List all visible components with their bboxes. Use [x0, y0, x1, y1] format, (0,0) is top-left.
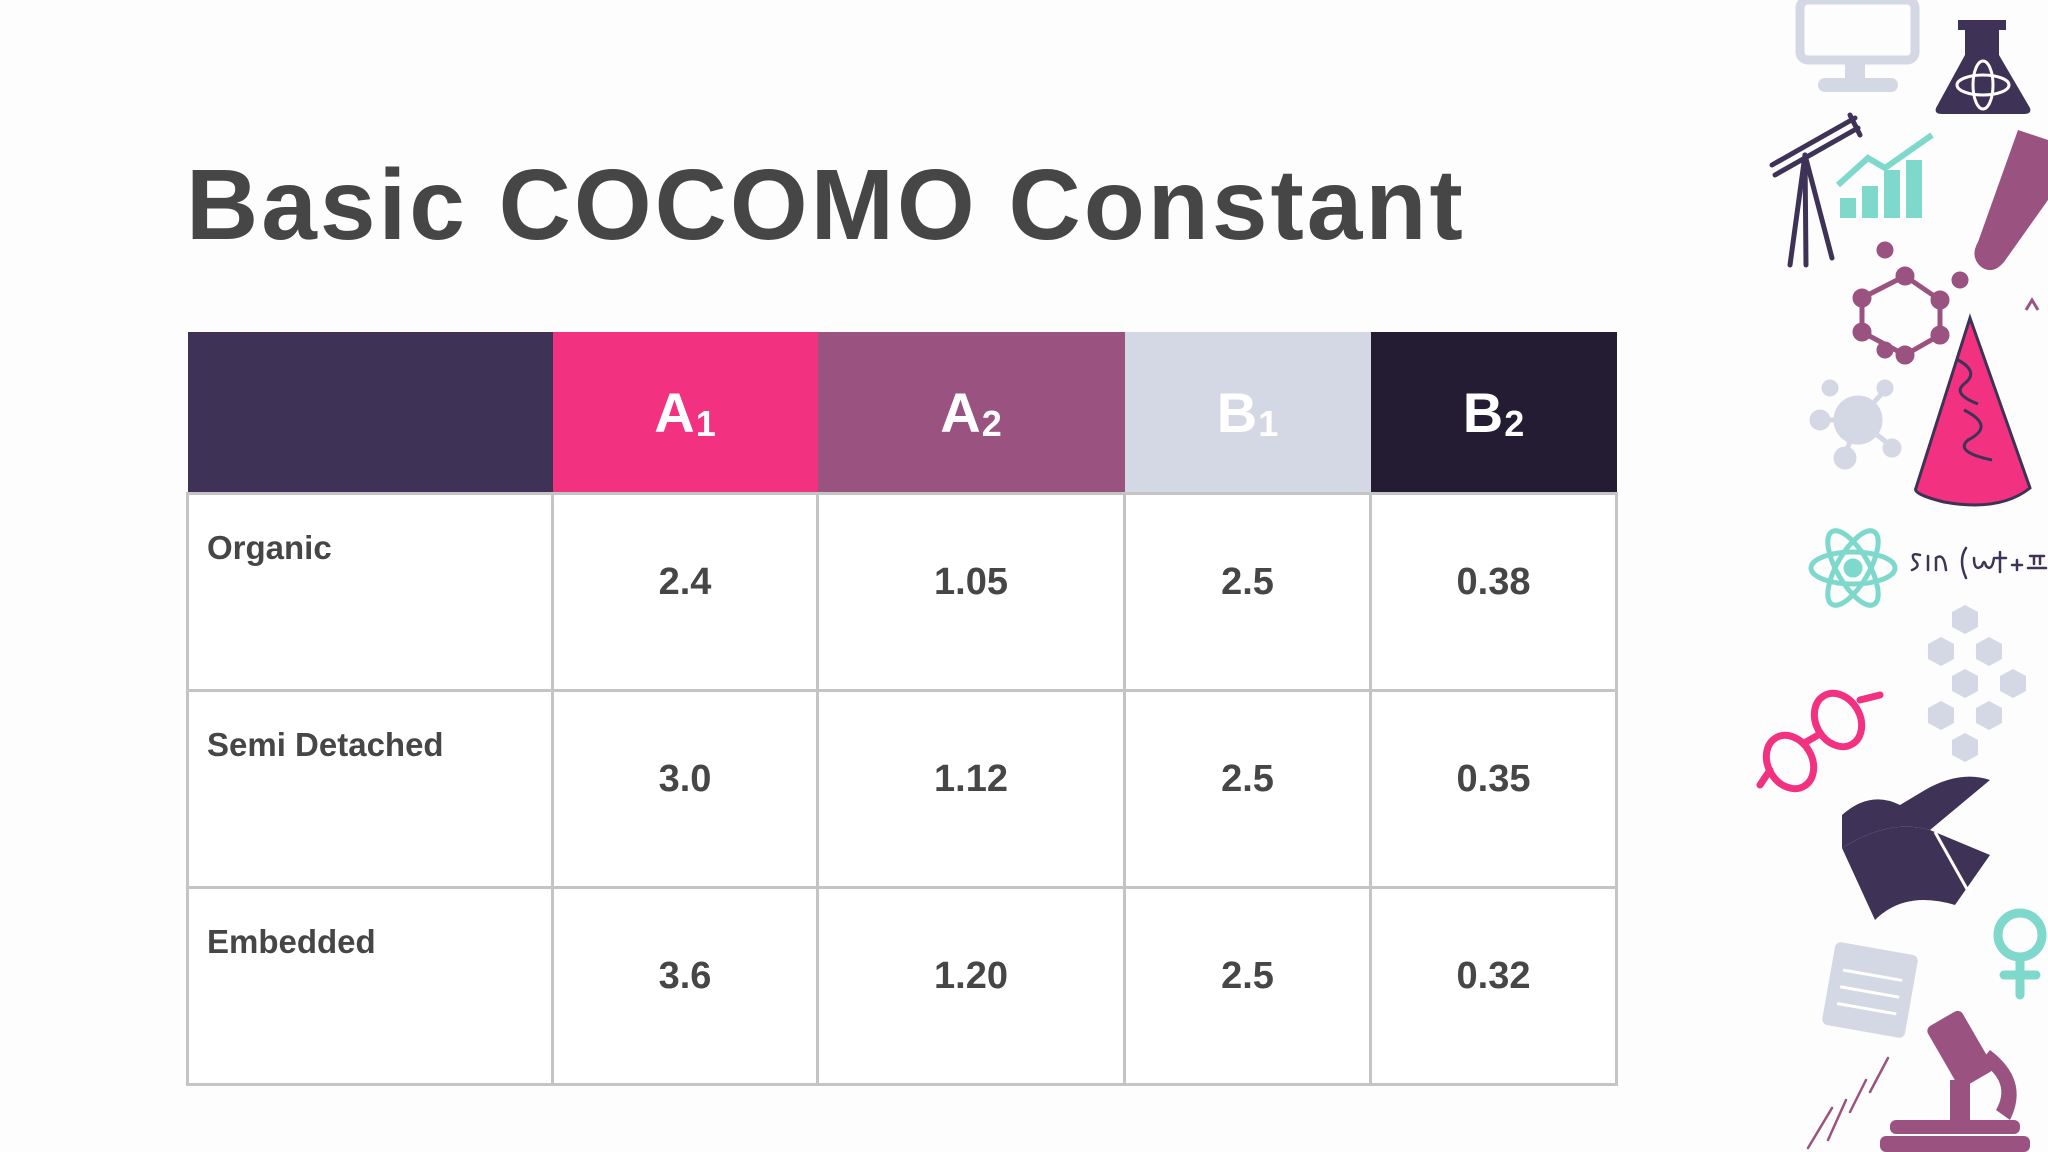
- header-b1: B1: [1124, 332, 1371, 494]
- header-a1-sub: 1: [695, 402, 716, 444]
- atom-icon: [1808, 528, 1898, 608]
- table-header-row: A1 A2 B1 B2: [187, 332, 1617, 494]
- row-label: Semi Detached: [186, 689, 554, 889]
- microscope-icon: [1880, 1010, 2030, 1152]
- header-a2-sub: 2: [981, 402, 1002, 444]
- cell-b1: 2.5: [1123, 886, 1372, 1086]
- header-a2: A2: [817, 332, 1125, 494]
- cell-b2: 0.35: [1369, 689, 1618, 889]
- book-icon: [1842, 776, 1990, 920]
- equation-sketch-icon: [1806, 1056, 1890, 1150]
- cell-a2: 1.05: [816, 492, 1126, 692]
- flask-icon: [1935, 20, 2031, 114]
- cell-b2: 0.38: [1369, 492, 1618, 692]
- cocomo-constants-table: A1 A2 B1 B2 Organic 2.4 1.05 2.5 0.38 Se…: [186, 332, 1618, 1086]
- glasses-icon: [1756, 689, 1884, 793]
- row-label: Embedded: [186, 886, 554, 1086]
- female-symbol-icon: [1993, 908, 2047, 1000]
- test-tube-icon: [1974, 130, 2048, 271]
- cell-a1: 3.0: [551, 689, 819, 889]
- header-b2: B2: [1370, 332, 1617, 494]
- table-row: Organic 2.4 1.05 2.5 0.38: [186, 492, 1618, 692]
- header-b2-sub: 2: [1504, 402, 1525, 444]
- formula-icon: [1910, 546, 2048, 580]
- header-a2-main: A: [940, 380, 981, 444]
- header-a1: A1: [552, 332, 818, 494]
- notepad-icon: [1822, 942, 1918, 1038]
- table-row: Embedded 3.6 1.20 2.5 0.32: [186, 886, 1618, 1086]
- row-label: Organic: [186, 492, 554, 692]
- cell-a2: 1.12: [816, 689, 1126, 889]
- molecule-icon: [1852, 241, 1969, 365]
- header-a1-main: A: [654, 380, 695, 444]
- table-row: Semi Detached 3.0 1.12 2.5 0.35: [186, 689, 1618, 889]
- hexagon-cluster-icon: [1928, 605, 2026, 762]
- monitor-icon: [1795, 0, 1920, 92]
- decorative-icon-column: [1756, 0, 2048, 1152]
- header-b1-main: B: [1216, 380, 1258, 444]
- cell-a1: 2.4: [551, 492, 819, 692]
- cell-b1: 2.5: [1123, 492, 1372, 692]
- header-b2-main: B: [1462, 380, 1504, 444]
- virus-icon: [1809, 379, 1902, 470]
- header-b1-sub: 1: [1258, 402, 1279, 444]
- cell-b1: 2.5: [1123, 689, 1372, 889]
- cell-a2: 1.20: [816, 886, 1126, 1086]
- cone-icon: [1914, 297, 2040, 507]
- growth-chart-icon: [1835, 132, 1934, 218]
- telescope-icon: [1769, 112, 1863, 268]
- header-corner: [187, 332, 553, 494]
- slide-title: Basic COCOMO Constant: [186, 149, 1466, 261]
- cell-a1: 3.6: [551, 886, 819, 1086]
- cell-b2: 0.32: [1369, 886, 1618, 1086]
